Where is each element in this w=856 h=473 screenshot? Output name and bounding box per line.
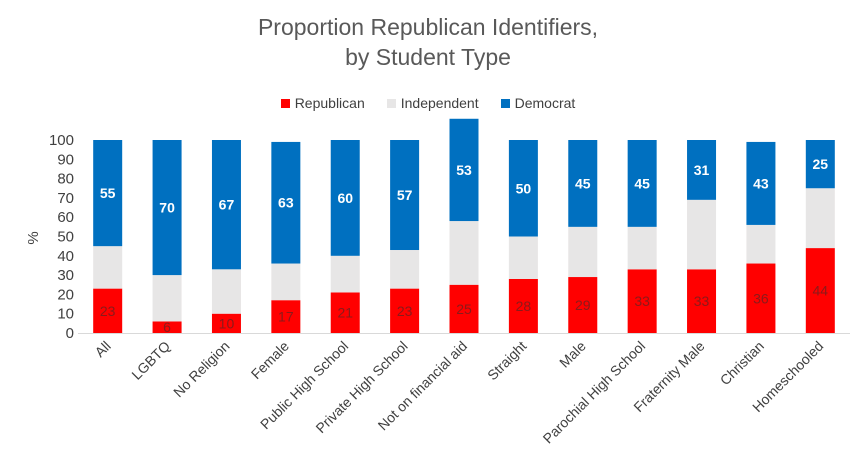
bar-independent [568, 226, 598, 278]
bar-republican [390, 288, 420, 333]
data-label-republican: 23 [397, 303, 413, 319]
data-label-republican: 6 [163, 319, 171, 335]
bar-democrat [687, 140, 717, 200]
data-label-republican: 10 [219, 315, 235, 331]
bar-republican [746, 263, 776, 333]
data-label-democrat: 43 [753, 175, 769, 191]
bar-independent [93, 246, 123, 289]
bar-republican [93, 288, 123, 333]
bar-republican [508, 278, 538, 333]
bar-democrat [449, 118, 479, 222]
legend-item-independent: Independent [386, 95, 479, 111]
y-tick-label: 40 [57, 248, 74, 265]
bar-independent [271, 263, 301, 301]
y-tick-label: 90 [57, 151, 74, 168]
bar-independent [152, 275, 182, 322]
bar-republican [805, 248, 835, 333]
data-label-republican: 33 [694, 293, 710, 309]
y-tick-label: 70 [57, 190, 74, 207]
x-tick-label: Christian [717, 338, 767, 388]
x-tick-label: Parochial High School [540, 338, 649, 447]
bar-democrat [390, 140, 420, 251]
data-label-democrat: 50 [516, 180, 532, 196]
bar-democrat [330, 140, 360, 256]
y-axis-label: % [25, 231, 42, 244]
x-tick-label: Female [248, 338, 292, 382]
data-label-republican: 29 [575, 297, 591, 313]
data-label-democrat: 60 [337, 190, 353, 206]
data-label-democrat: 45 [575, 175, 591, 191]
y-tick-label: 30 [57, 267, 74, 284]
x-tick-label: Straight [484, 338, 530, 384]
bar-independent [390, 250, 420, 289]
x-tick-label: No Religion [170, 338, 232, 400]
y-tick-label: 50 [57, 229, 74, 246]
data-label-republican: 17 [278, 309, 294, 325]
x-tick-label: All [91, 338, 113, 360]
bar-republican [568, 277, 598, 333]
bar-republican [211, 313, 241, 333]
data-label-republican: 21 [337, 305, 353, 321]
x-tick-label: LGBTQ [128, 338, 173, 383]
y-tick-label: 100 [49, 132, 74, 149]
chart-title: Proportion Republican Identifiers, [257, 14, 599, 40]
legend-item-republican: Republican [280, 95, 365, 111]
legend-item-democrat: Democrat [500, 95, 576, 111]
bar-republican [627, 269, 657, 333]
data-label-republican: 28 [516, 298, 532, 314]
bar-democrat [627, 140, 657, 227]
data-label-democrat: 55 [100, 185, 116, 201]
data-label-democrat: 63 [278, 195, 294, 211]
data-label-republican: 25 [456, 301, 472, 317]
bar-republican [330, 292, 360, 333]
legend-label-republican: Republican [294, 95, 365, 111]
data-label-democrat: 57 [397, 187, 413, 203]
y-tick-label: 10 [57, 306, 74, 323]
data-label-democrat: 67 [219, 197, 235, 213]
bar-republican [271, 300, 301, 333]
bar-republican [449, 284, 479, 333]
bar-democrat [271, 141, 301, 264]
data-label-democrat: 70 [159, 200, 175, 216]
legend-swatch-independent [386, 98, 396, 108]
legend-swatch-democrat [500, 98, 510, 108]
data-label-republican: 44 [813, 283, 829, 299]
bar-democrat [93, 140, 123, 247]
bar-democrat [508, 140, 538, 237]
bar-democrat [568, 140, 598, 227]
bar-independent [211, 269, 241, 314]
bar-republican [152, 321, 182, 333]
data-label-democrat: 25 [813, 156, 829, 172]
bar-independent [627, 226, 657, 270]
bar-democrat [152, 140, 182, 276]
chart-subtitle: by Student Type [345, 44, 511, 70]
data-label-republican: 33 [634, 293, 650, 309]
y-tick-label: 20 [57, 286, 74, 303]
bar-independent [508, 236, 538, 279]
legend: Republican Independent Democrat [0, 95, 856, 111]
bar-independent [805, 188, 835, 249]
legend-label-democrat: Democrat [514, 95, 576, 111]
bar-democrat [746, 141, 776, 225]
data-label-democrat: 45 [634, 175, 650, 191]
bar-independent [746, 224, 776, 264]
y-tick-label: 60 [57, 209, 74, 226]
data-label-republican: 23 [100, 303, 116, 319]
bar-democrat [211, 140, 241, 270]
y-tick-label: 80 [57, 171, 74, 188]
bar-republican [687, 269, 717, 333]
bar-independent [449, 221, 479, 285]
data-label-democrat: 31 [694, 162, 710, 178]
data-label-democrat: 53 [456, 162, 472, 178]
legend-label-independent: Independent [400, 95, 479, 111]
data-label-republican: 36 [753, 290, 769, 306]
bar-independent [330, 255, 360, 293]
legend-swatch-republican [280, 98, 290, 108]
bar-independent [687, 199, 717, 270]
x-tick-label: Male [556, 338, 589, 371]
bar-democrat [805, 140, 835, 189]
y-tick-label: 0 [66, 325, 74, 342]
